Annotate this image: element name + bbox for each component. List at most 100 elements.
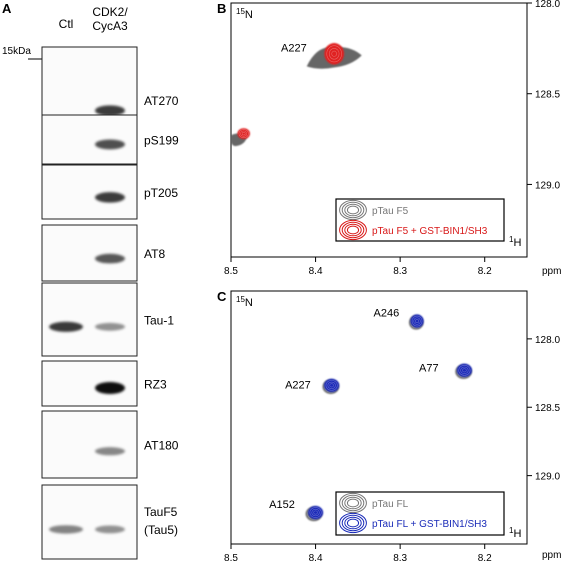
nmr-contour <box>462 368 467 373</box>
x-tick-label: 8.2 <box>478 266 492 277</box>
blot-strip: AT8 <box>41 224 165 282</box>
panel-c-x-nucleus: 1H <box>509 526 521 540</box>
peak-label: A246 <box>374 307 400 319</box>
panel-b-x-unit: ppm <box>542 266 561 277</box>
blot-frame <box>41 114 138 165</box>
nmr-peak-shape <box>307 505 324 520</box>
panel-b-y-nucleus: 15N <box>236 7 253 21</box>
nmr-contour <box>328 48 340 60</box>
band-cdk <box>95 382 125 394</box>
panel-b-letter: B <box>217 1 226 16</box>
peak-label: A77 <box>419 363 439 375</box>
x-tick-label: 8.4 <box>309 553 323 562</box>
blot-antibody-label: AT180 <box>144 439 179 453</box>
y-tick-label: 128.5 <box>535 90 560 101</box>
panel-b: B 15N 1H ppm 8.5 8.4 8.3 8.2 128.0 128.5 129.0… <box>217 0 561 277</box>
panel-b-axes: 8.5 8.4 8.3 8.2 128.0 128.5 129.0 <box>224 0 560 277</box>
legend-label: pTau FL <box>372 499 409 510</box>
panel-b-peaks <box>231 43 362 147</box>
contour-ring <box>344 203 362 217</box>
contour-ring <box>339 219 367 241</box>
legend-box <box>335 198 505 242</box>
contour-ring <box>341 514 365 532</box>
contour-ring <box>346 498 360 508</box>
contour-overlay-legend-icon <box>339 219 367 241</box>
blot-strip: pS199 <box>41 114 179 165</box>
nmr-contour <box>309 507 322 518</box>
peak-label: A227 <box>285 380 311 392</box>
panel-c-legend: pTau FL pTau FL + GST-BIN1/SH3 <box>335 491 505 536</box>
nmr-contour <box>240 130 248 137</box>
x-tick-label: 8.5 <box>224 553 238 562</box>
blot-antibody-label: TauF5 <box>144 505 178 519</box>
nmr-contour <box>313 510 318 515</box>
contour-overlay-legend-icon <box>339 512 367 534</box>
band-cdk <box>95 525 125 534</box>
nmr-contour <box>326 45 342 63</box>
nmr-contour <box>413 317 421 325</box>
contour-ring <box>346 205 360 215</box>
contour-ring <box>344 516 362 530</box>
y-tick-label: 129.0 <box>535 180 560 191</box>
x-tick-label: 8.5 <box>224 266 238 277</box>
legend-label: pTau F5 + GST-BIN1/SH3 <box>372 226 488 237</box>
contour-ring <box>339 199 367 221</box>
blot-antibody-label: Tau-1 <box>144 314 174 328</box>
nmr-contour <box>241 131 246 136</box>
band-cdk <box>95 447 125 456</box>
y-tick-label: 128.0 <box>535 0 560 10</box>
blot-antibody-label: RZ3 <box>144 378 167 392</box>
blot-antibody-label: AT270 <box>144 94 179 108</box>
contour-ring <box>346 225 360 235</box>
x-tick-label: 8.3 <box>393 266 407 277</box>
panel-c-letter: C <box>217 289 227 304</box>
nmr-peak <box>456 363 473 377</box>
nmr-contour <box>311 508 320 517</box>
blot-frame <box>41 360 138 407</box>
band-cdk <box>95 253 125 264</box>
panel-a-letter: A <box>2 1 12 16</box>
legend-label: pTau FL + GST-BIN1/SH3 <box>372 519 487 530</box>
y-tick-label: 128.5 <box>535 403 560 414</box>
band-cdk <box>95 322 125 331</box>
x-tick-label: 8.4 <box>309 266 323 277</box>
nmr-contour <box>331 50 337 57</box>
western-blot-strips: AT270 pS199 pT205 AT8 Tau-1 RZ3 AT180 TauF5 (Tau… <box>41 46 179 560</box>
peak-label: A227 <box>281 42 307 54</box>
blot-antibody-sublabel: (Tau5) <box>144 523 178 537</box>
panel-b-peak-labels: A227 <box>281 42 307 54</box>
nmr-peak-shape <box>324 43 345 65</box>
x-tick-label: 8.2 <box>478 553 492 562</box>
contour-legend-icon <box>339 199 367 221</box>
nmr-contour <box>327 381 336 389</box>
blot-frame <box>41 164 138 220</box>
panel-c-peak-labels: A246 A227 A77 A152 <box>269 307 438 510</box>
y-tick-label: 128.0 <box>535 335 560 346</box>
panel-c-peaks <box>305 314 473 522</box>
blot-frame <box>41 224 138 282</box>
blot-frame <box>41 484 138 560</box>
panel-b-legend: pTau F5 pTau F5 + GST-BIN1/SH3 <box>335 198 505 242</box>
blot-frame <box>41 410 138 479</box>
nmr-peak-shape <box>410 314 424 328</box>
panel-c-plot-frame <box>230 290 528 545</box>
contour-ring <box>341 494 365 512</box>
blot-antibody-label: pT205 <box>144 186 178 200</box>
nmr-contour <box>325 380 338 391</box>
nmr-peak <box>324 43 345 65</box>
nmr-contour <box>460 366 469 374</box>
nmr-peak-shape <box>324 378 340 393</box>
nmr-peak-shape <box>456 363 473 377</box>
band-ctl <box>49 525 83 534</box>
legend-label: pTau F5 <box>372 206 409 217</box>
blot-antibody-label: pS199 <box>144 134 179 148</box>
nmr-peak <box>307 505 324 520</box>
band-cdk <box>95 192 125 203</box>
x-tick-label: 8.3 <box>393 553 407 562</box>
nmr-peak <box>237 128 250 140</box>
blot-strip: pT205 <box>41 164 178 220</box>
y-tick-label: 129.0 <box>535 472 560 483</box>
blot-antibody-label: AT8 <box>144 247 165 261</box>
nmr-contour <box>329 383 334 388</box>
